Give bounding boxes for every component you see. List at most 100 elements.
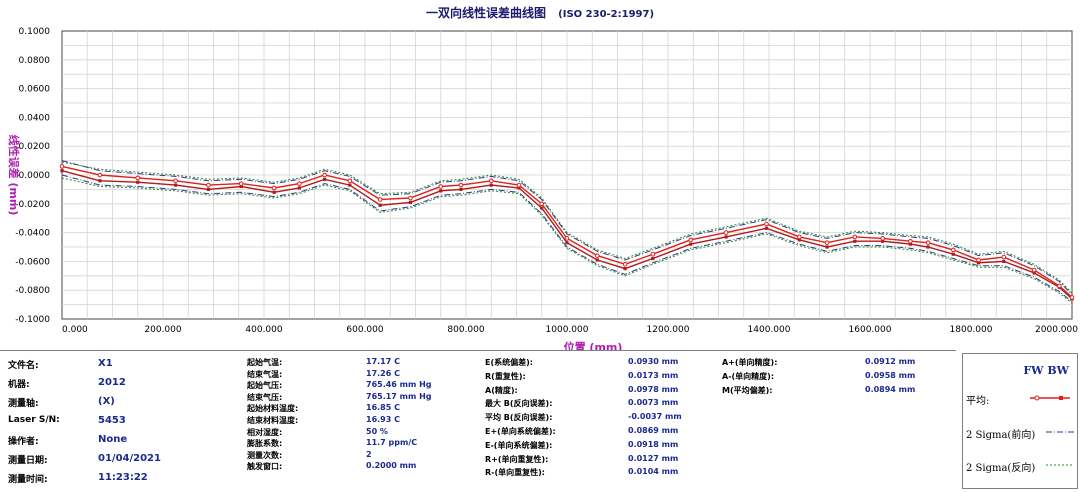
data-point (852, 234, 858, 240)
grid-layer (62, 31, 1072, 319)
info-value: 0.0173 mm (628, 370, 679, 380)
info-value: 0.2000 mm (366, 461, 417, 471)
info-label: R-(单向重复性): (485, 468, 545, 478)
y-tick-label: -0.0800 (15, 286, 50, 296)
info-value: 0.0912 mm (865, 357, 916, 366)
info-value: 2 (366, 449, 372, 459)
data-point (59, 164, 65, 169)
data-point (517, 186, 521, 190)
y-tick-label: 0.0800 (19, 56, 51, 66)
data-point (98, 179, 102, 183)
data-point (926, 245, 930, 249)
info-label: 测量时间: (8, 475, 48, 485)
data-point (135, 175, 141, 181)
info-value: 0.0930 mm (628, 357, 679, 366)
info-label: A+(单向精度): (722, 358, 778, 367)
data-point (489, 183, 493, 187)
legend-label-mean: 平均: (966, 396, 990, 407)
series-line-3 (61, 174, 1073, 303)
legend-sigma-fw-line-icon (1046, 431, 1074, 433)
info-label: 操作者: (8, 437, 39, 447)
x-tick-label: 1200.000 (647, 325, 690, 335)
info-label: R(重复性): (485, 371, 526, 381)
info-label: 最大 B(反向误差): (485, 399, 553, 409)
data-point (595, 258, 599, 262)
data-point (238, 181, 244, 186)
info-label: 触发窗口: (247, 462, 283, 472)
data-point (60, 169, 64, 173)
data-point (797, 234, 802, 240)
info-value: 0.0918 mm (628, 439, 679, 449)
data-point (438, 184, 444, 189)
data-point (881, 239, 885, 243)
data-point (377, 197, 383, 202)
info-label: E(系统偏差): (485, 358, 533, 367)
data-point (408, 195, 413, 201)
x-tick-label: 800.000 (447, 325, 484, 335)
data-point (297, 181, 302, 186)
data-point (173, 178, 178, 184)
info-value: 11.7 ppm/C (366, 438, 418, 448)
data-point (976, 261, 981, 265)
info-label: 结束气温: (247, 369, 283, 379)
measurement-info-panel: 文件名: X1 机器: 2012 测量轴: (X) Laser S/N: 5453 操作者: No… (0, 350, 956, 491)
info-value: -0.0037 mm (628, 412, 682, 422)
data-point (797, 238, 801, 242)
data-point (565, 241, 569, 245)
data-point (322, 172, 327, 178)
data-point (951, 247, 956, 253)
data-point (408, 200, 413, 204)
data-point (539, 201, 545, 207)
data-point (1057, 283, 1062, 289)
data-point (206, 187, 211, 191)
data-point (206, 182, 211, 188)
info-label: 起始气温: (247, 358, 283, 367)
series-line-4 (61, 161, 1073, 294)
info-value: 0.0978 mm (628, 384, 679, 394)
info-value: 16.85 C (366, 403, 400, 413)
info-label: 结束材料温度: (247, 416, 299, 425)
x-tick-label: 200.000 (144, 325, 181, 335)
info-label: 测量日期: (8, 456, 48, 466)
data-point (951, 252, 955, 256)
info-value: 0.0958 mm (865, 370, 916, 380)
info-value: 17.17 C (366, 357, 400, 366)
info-label: 平均 B(反向误差): (485, 413, 553, 423)
data-point (595, 253, 600, 258)
data-point (689, 242, 693, 246)
x-tick-label: 1800.000 (950, 325, 993, 335)
info-label: 结束气压: (247, 392, 283, 402)
data-point (271, 185, 277, 191)
data-point (488, 178, 494, 184)
x-tick-label: 600.000 (346, 325, 383, 335)
data-point (347, 178, 353, 184)
info-label: 机器: (8, 380, 30, 390)
y-tick-label: -0.0400 (15, 229, 50, 239)
info-label: 膨胀系数: (247, 439, 283, 449)
info-label: M(平均偏差): (722, 385, 773, 395)
legend-header: FW BW (1023, 364, 1069, 377)
info-value: 765.46 mm Hg (366, 380, 432, 390)
data-point (1069, 295, 1075, 300)
x-tick-label: 1000.000 (546, 325, 589, 335)
y-tick-label: 0.0400 (19, 113, 51, 123)
info-value: X1 (98, 358, 113, 369)
info-value: 50 % (366, 426, 388, 436)
data-point (825, 245, 829, 249)
data-point (348, 183, 352, 187)
info-value: 11:23:22 (98, 472, 148, 483)
info-label: E-(单向系统偏差): (485, 440, 553, 450)
info-label: E+(单向系统偏差): (485, 427, 556, 436)
data-point (1032, 271, 1036, 275)
info-label: 相对湿度: (247, 427, 283, 437)
x-tick-label: 400.000 (245, 325, 282, 335)
legend-sigma-bw-line-icon (1046, 464, 1074, 466)
data-point (297, 186, 301, 190)
series-layer (59, 160, 1075, 304)
data-point (764, 226, 769, 230)
data-point (976, 257, 981, 263)
x-tick-label: 2000.000 (1035, 325, 1078, 335)
x-tick-label: 1600.000 (849, 325, 892, 335)
y-tick-label: 0.0000 (19, 171, 51, 181)
chart-title: 一双向线性误差曲线图 (ISO 230-2:1997) (426, 5, 654, 20)
